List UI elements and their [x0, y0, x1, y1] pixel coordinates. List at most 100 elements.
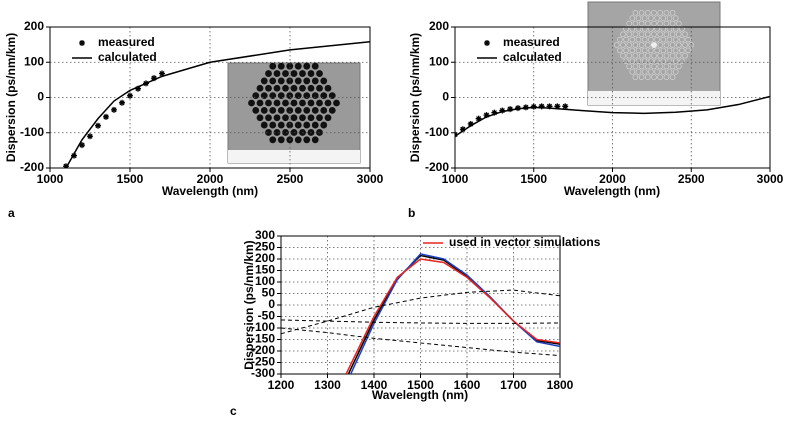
y-tick-label: -200 — [20, 160, 44, 174]
hole — [679, 47, 685, 54]
hole — [282, 99, 289, 107]
x-tick-label: 1500 — [520, 172, 547, 186]
x-tick-label: 1800 — [547, 378, 574, 392]
data-point — [119, 99, 125, 106]
hole — [328, 92, 336, 100]
data-point — [127, 92, 133, 99]
hole — [320, 106, 328, 114]
hole — [654, 69, 660, 75]
hole — [632, 20, 639, 27]
hole — [273, 114, 281, 122]
hole — [638, 31, 645, 38]
hole — [648, 69, 654, 75]
hole — [316, 84, 323, 92]
x-tick-label: 1300 — [314, 378, 341, 392]
hole — [669, 74, 676, 80]
hole — [672, 47, 679, 54]
hole — [645, 74, 651, 80]
hole — [256, 114, 264, 122]
hole — [311, 62, 319, 70]
hole — [651, 74, 657, 80]
hole — [648, 15, 654, 21]
hole — [685, 36, 691, 43]
hole — [632, 63, 639, 70]
hole — [303, 92, 311, 100]
hole — [273, 70, 281, 77]
hole — [648, 58, 654, 64]
hole — [307, 114, 315, 122]
hole — [645, 63, 651, 70]
line-series — [281, 327, 560, 357]
hole — [623, 47, 629, 54]
hole — [654, 47, 660, 54]
hole — [273, 99, 281, 107]
data-point — [135, 85, 141, 92]
plot-frame — [280, 235, 561, 375]
y-tick-label: 150 — [255, 263, 275, 277]
hole — [685, 47, 691, 54]
hole — [648, 26, 654, 32]
hole — [299, 84, 306, 92]
sem-inset — [227, 62, 361, 164]
y-tick-label: -100 — [251, 320, 275, 334]
hole — [303, 77, 311, 85]
hole — [282, 84, 289, 92]
y-tick-label: 300 — [255, 228, 275, 242]
x-tick-label: 1600 — [454, 378, 481, 392]
hole — [676, 52, 682, 59]
legend-label: used in vector simulations — [449, 235, 601, 249]
y-tick-label: 250 — [255, 240, 275, 254]
hole — [666, 26, 673, 32]
data-point — [159, 70, 165, 77]
hole — [252, 92, 260, 100]
hole — [660, 36, 667, 43]
hole — [669, 42, 676, 48]
legend-label: measured — [503, 35, 560, 49]
data-point — [79, 142, 85, 149]
hole — [286, 121, 294, 129]
hole — [324, 114, 332, 122]
hole — [290, 70, 298, 77]
hole — [641, 69, 648, 75]
hole — [672, 15, 679, 21]
hole — [311, 121, 319, 129]
line-series — [347, 254, 560, 374]
hole — [294, 92, 302, 100]
data-point — [507, 106, 514, 113]
data-point — [491, 109, 498, 116]
x-axis-title: Wavelength (nm) — [372, 388, 468, 402]
hole — [679, 26, 685, 32]
hole — [623, 58, 629, 64]
hole — [273, 129, 281, 136]
hole — [299, 114, 306, 122]
hole — [277, 136, 285, 144]
hole — [311, 77, 319, 85]
hole — [265, 114, 272, 122]
hole — [651, 10, 657, 16]
hole — [669, 31, 676, 38]
hole — [303, 121, 311, 129]
hole — [638, 42, 645, 48]
y-tick-label: 200 — [255, 251, 275, 265]
legend-label: calculated — [503, 50, 562, 64]
hole — [679, 58, 685, 64]
hole — [320, 77, 328, 85]
hole — [666, 58, 673, 64]
data-point — [554, 103, 561, 110]
hole — [620, 52, 626, 59]
hole — [629, 26, 636, 32]
hole — [617, 36, 623, 43]
hole — [626, 63, 632, 70]
hole — [663, 74, 670, 80]
line-series — [345, 258, 560, 374]
data-point — [103, 113, 109, 120]
hole — [666, 69, 673, 75]
hole — [316, 70, 323, 77]
hole — [260, 121, 268, 129]
hole — [635, 69, 642, 75]
hole — [303, 106, 311, 114]
hole — [311, 92, 319, 100]
hole — [303, 136, 311, 144]
x-tick-label: 3000 — [757, 172, 784, 186]
